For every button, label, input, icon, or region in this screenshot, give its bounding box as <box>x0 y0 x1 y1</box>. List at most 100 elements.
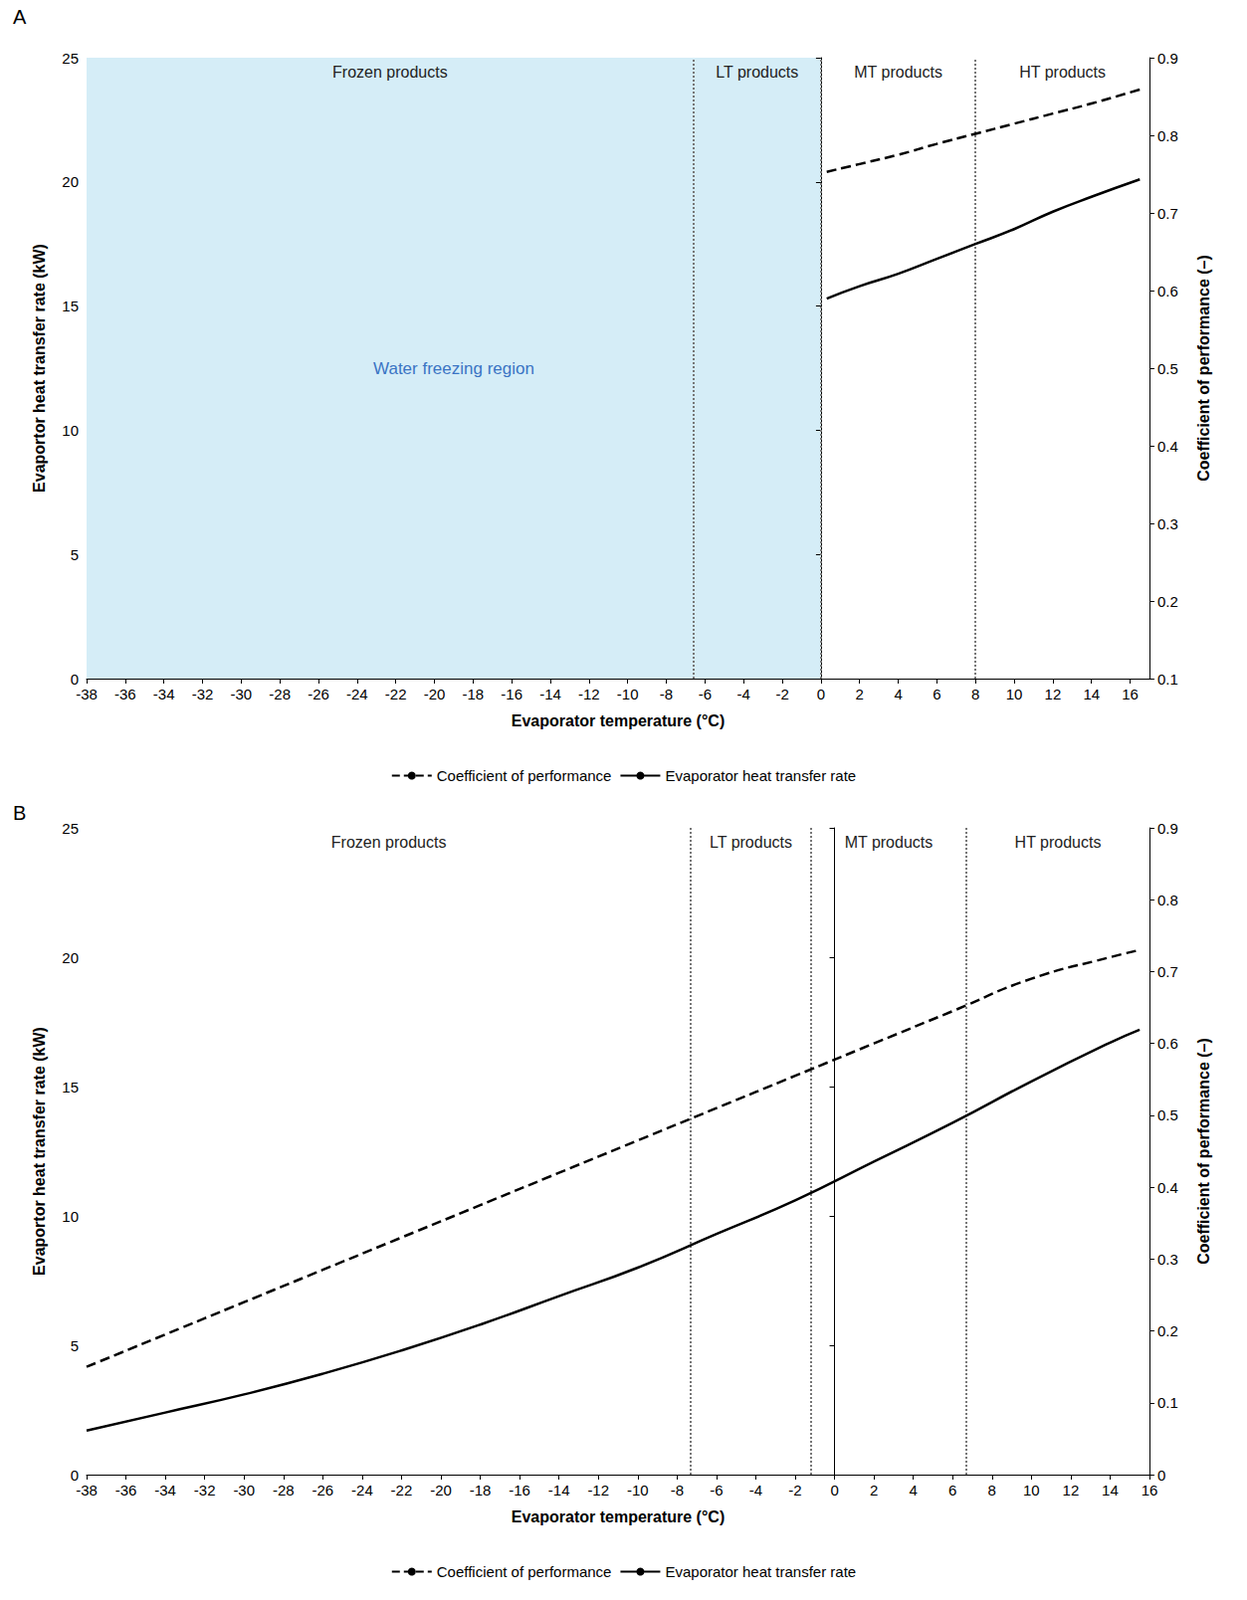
svg-text:-8: -8 <box>670 1481 684 1499</box>
svg-text:-30: -30 <box>230 685 253 703</box>
svg-text:0.7: 0.7 <box>1157 205 1179 222</box>
svg-text:0: 0 <box>817 685 826 703</box>
svg-text:-2: -2 <box>775 685 789 703</box>
svg-text:-26: -26 <box>307 685 330 703</box>
svg-text:5: 5 <box>70 1337 79 1355</box>
svg-text:-20: -20 <box>429 1481 452 1499</box>
svg-text:-18: -18 <box>462 685 485 703</box>
svg-text:-38: -38 <box>75 685 98 703</box>
svg-text:Frozen products: Frozen products <box>331 833 447 851</box>
svg-text:10: 10 <box>61 1208 79 1226</box>
svg-text:-24: -24 <box>351 1481 374 1499</box>
svg-text:-10: -10 <box>617 685 639 703</box>
svg-text:A: A <box>12 5 27 28</box>
svg-text:0.1: 0.1 <box>1157 670 1179 688</box>
svg-text:12: 12 <box>1044 685 1062 703</box>
svg-text:16: 16 <box>1121 685 1139 703</box>
svg-text:0.6: 0.6 <box>1157 282 1179 300</box>
svg-text:Evaportor heat transfer rate (: Evaportor heat transfer rate (kW) <box>30 1027 48 1276</box>
svg-text:0.3: 0.3 <box>1157 1250 1179 1268</box>
svg-text:10: 10 <box>61 421 79 439</box>
svg-text:Coefficient of performance (–): Coefficient of performance (–) <box>1195 1038 1213 1265</box>
svg-text:0.6: 0.6 <box>1157 1035 1179 1052</box>
svg-text:8: 8 <box>988 1481 997 1499</box>
svg-text:-38: -38 <box>75 1481 98 1499</box>
svg-text:Evaportor heat transfer rate (: Evaportor heat transfer rate (kW) <box>30 243 48 493</box>
svg-text:MT products: MT products <box>844 833 934 851</box>
svg-text:MT products: MT products <box>853 63 943 81</box>
svg-text:0.4: 0.4 <box>1157 1179 1179 1197</box>
svg-text:-6: -6 <box>698 685 712 703</box>
svg-text:0.8: 0.8 <box>1157 891 1179 909</box>
svg-text:-36: -36 <box>114 685 137 703</box>
svg-text:25: 25 <box>61 820 79 837</box>
svg-text:0.9: 0.9 <box>1157 49 1179 67</box>
svg-text:B: B <box>12 802 26 825</box>
svg-text:-14: -14 <box>539 685 562 703</box>
svg-text:0.1: 0.1 <box>1157 1394 1179 1412</box>
svg-text:0.7: 0.7 <box>1157 963 1179 981</box>
svg-text:14: 14 <box>1101 1481 1119 1499</box>
svg-text:-8: -8 <box>659 685 673 703</box>
svg-text:25: 25 <box>61 49 79 67</box>
svg-text:-2: -2 <box>788 1481 802 1499</box>
svg-text:-12: -12 <box>578 685 601 703</box>
svg-text:10: 10 <box>1023 1481 1040 1499</box>
svg-text:Evaporator heat transfer rate: Evaporator heat transfer rate <box>664 767 856 785</box>
svg-text:Frozen products: Frozen products <box>332 63 448 81</box>
svg-text:2: 2 <box>869 1481 878 1499</box>
svg-text:0: 0 <box>830 1481 838 1499</box>
svg-text:10: 10 <box>1006 685 1024 703</box>
svg-text:6: 6 <box>948 1481 957 1499</box>
svg-text:-30: -30 <box>232 1481 255 1499</box>
svg-text:5: 5 <box>70 546 79 564</box>
svg-text:0.4: 0.4 <box>1157 437 1179 455</box>
svg-text:Coefficient of performance: Coefficient of performance <box>436 767 613 785</box>
svg-text:Evaporator heat transfer rate: Evaporator heat transfer rate <box>664 1563 856 1581</box>
svg-text:Evaporator temperature (°C): Evaporator temperature (°C) <box>511 712 725 730</box>
svg-text:-22: -22 <box>385 685 408 703</box>
svg-text:15: 15 <box>61 297 79 315</box>
svg-text:-22: -22 <box>391 1481 414 1499</box>
svg-text:-4: -4 <box>749 1481 763 1499</box>
svg-text:-36: -36 <box>115 1481 138 1499</box>
svg-text:Water freezing region: Water freezing region <box>373 359 535 379</box>
svg-text:-32: -32 <box>194 1481 216 1499</box>
svg-text:0: 0 <box>70 1466 79 1484</box>
svg-text:-12: -12 <box>587 1481 610 1499</box>
svg-text:-20: -20 <box>423 685 446 703</box>
svg-text:4: 4 <box>908 1481 917 1499</box>
svg-text:-28: -28 <box>268 685 291 703</box>
svg-text:0.3: 0.3 <box>1157 515 1179 533</box>
svg-text:-16: -16 <box>508 1481 531 1499</box>
svg-text:Evaporator temperature (°C): Evaporator temperature (°C) <box>511 1508 725 1526</box>
svg-text:0: 0 <box>70 670 79 688</box>
svg-text:Coefficient of performance: Coefficient of performance <box>436 1563 613 1581</box>
svg-text:0.9: 0.9 <box>1157 820 1179 837</box>
svg-text:20: 20 <box>61 173 79 191</box>
svg-text:HT products: HT products <box>1015 833 1102 851</box>
svg-text:0.5: 0.5 <box>1157 1106 1179 1124</box>
svg-text:-10: -10 <box>626 1481 649 1499</box>
svg-text:6: 6 <box>932 685 941 703</box>
svg-text:-34: -34 <box>153 685 176 703</box>
svg-text:LT products: LT products <box>715 63 799 81</box>
svg-text:LT products: LT products <box>709 833 793 851</box>
svg-text:-14: -14 <box>548 1481 571 1499</box>
svg-text:-24: -24 <box>346 685 369 703</box>
svg-text:0.2: 0.2 <box>1157 1322 1179 1340</box>
svg-text:14: 14 <box>1082 685 1100 703</box>
svg-text:-34: -34 <box>154 1481 177 1499</box>
svg-text:-18: -18 <box>469 1481 492 1499</box>
svg-text:Coefficient of performance (–): Coefficient of performance (–) <box>1195 254 1213 482</box>
svg-text:16: 16 <box>1141 1481 1159 1499</box>
svg-text:0: 0 <box>1157 1466 1166 1484</box>
svg-text:8: 8 <box>971 685 980 703</box>
svg-text:-4: -4 <box>737 685 751 703</box>
svg-text:0.8: 0.8 <box>1157 127 1179 145</box>
svg-text:-6: -6 <box>709 1481 723 1499</box>
svg-text:15: 15 <box>61 1078 79 1096</box>
svg-text:HT products: HT products <box>1019 63 1106 81</box>
svg-text:-28: -28 <box>272 1481 295 1499</box>
svg-text:4: 4 <box>893 685 902 703</box>
